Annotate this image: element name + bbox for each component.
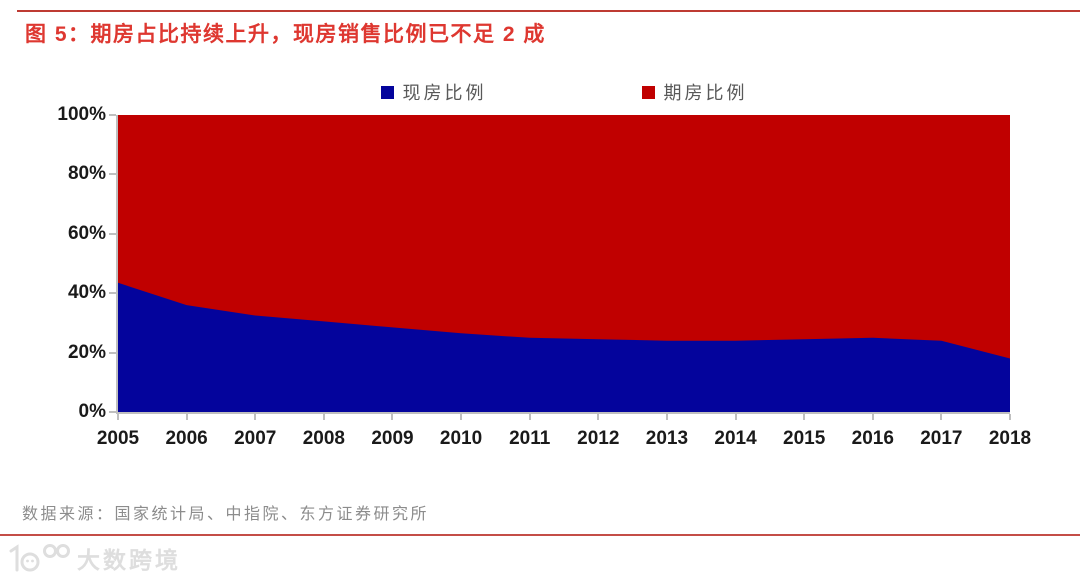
watermark-logo-icon (9, 544, 70, 572)
x-axis-tick-label: 2009 (371, 428, 414, 449)
x-axis-tick-label: 2011 (509, 428, 551, 449)
x-axis-tick-label: 2015 (783, 428, 826, 449)
x-axis-tick-label: 2016 (851, 428, 894, 449)
x-axis-tick-label: 2017 (920, 428, 963, 449)
x-axis-tick-mark (254, 414, 257, 420)
x-axis-tick-label: 2006 (165, 428, 208, 449)
x-axis-tick-mark (665, 414, 668, 420)
x-axis-tick-label: 2014 (714, 428, 757, 449)
y-axis-tick-label: 40% (67, 282, 106, 304)
x-axis-tick-label: 2010 (439, 428, 483, 449)
x-axis-tick-label: 2018 (988, 428, 1032, 449)
legend-swatch-red-icon (641, 85, 655, 99)
y-axis-tick-mark (109, 232, 116, 235)
x-axis-tick-label: 2005 (96, 428, 140, 449)
x-axis-tick-mark (117, 414, 119, 420)
watermark-text: 大数跨境 (77, 547, 181, 573)
legend-label-existing-home-share: 现房比例 (402, 83, 487, 103)
chart-legend: 现房比例 期房比例 (118, 79, 1010, 105)
x-axis-tick-label: 2013 (645, 428, 689, 449)
y-axis-tick-label: 0% (78, 401, 106, 422)
x-axis-tick-mark (734, 414, 737, 420)
figure-title: 图 5：期房占比持续上升，现房销售比例已不足 2 成 (25, 23, 546, 46)
y-axis-tick-mark (109, 173, 116, 176)
y-axis-tick-mark (109, 292, 116, 295)
y-axis-tick-label: 60% (67, 222, 106, 244)
x-axis-tick-mark (803, 414, 806, 420)
y-axis-tick-mark (109, 114, 116, 116)
top-divider (17, 10, 1080, 12)
x-axis-tick-mark (528, 414, 531, 420)
x-axis-tick-mark (871, 414, 874, 420)
y-axis-tick-mark (109, 351, 116, 354)
x-axis-tick-mark (185, 414, 188, 420)
y-axis-tick-mark (109, 411, 116, 413)
legend-swatch-blue-icon (380, 85, 394, 99)
bottom-divider (0, 534, 1080, 536)
watermark: 大数跨境 (6, 541, 181, 574)
y-axis-tick-label: 80% (67, 163, 106, 185)
x-axis-tick-mark (1009, 414, 1011, 420)
stacked-area-chart (118, 115, 1010, 412)
legend-item-presale-home-share: 期房比例 (641, 79, 748, 105)
source-note: 数据来源：国家统计局、中指院、东方证券研究所 (22, 506, 430, 523)
plot-area (116, 115, 1010, 414)
y-axis-tick-label: 20% (67, 341, 106, 363)
x-axis-tick-mark (940, 414, 943, 420)
x-axis-tick-mark (391, 414, 394, 420)
legend-label-presale-home-share: 期房比例 (663, 83, 748, 103)
x-axis-tick-mark (322, 414, 325, 420)
legend-item-existing-home-share: 现房比例 (380, 79, 487, 105)
x-axis-tick-mark (460, 414, 463, 420)
y-axis-tick-label: 100% (57, 104, 106, 125)
x-axis-tick-label: 2012 (577, 428, 620, 449)
x-axis-tick-label: 2007 (234, 428, 277, 449)
x-axis-tick-mark (597, 414, 600, 420)
x-axis-tick-label: 2008 (302, 428, 345, 449)
